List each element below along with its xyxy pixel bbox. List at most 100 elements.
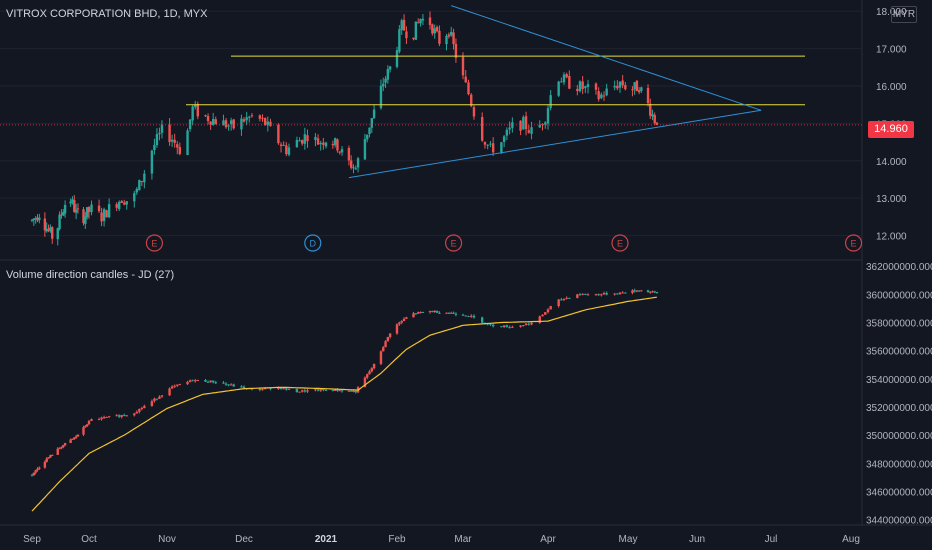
price-candle bbox=[32, 218, 36, 220]
price-candle bbox=[431, 24, 434, 34]
price-candle bbox=[618, 81, 622, 88]
volume-candle bbox=[624, 292, 627, 294]
volume-candle bbox=[578, 294, 582, 296]
volume-candle bbox=[511, 326, 514, 328]
volume-candle bbox=[557, 299, 560, 307]
price-candle bbox=[232, 119, 235, 129]
volume-candle bbox=[613, 293, 616, 295]
volume-candle bbox=[133, 413, 136, 416]
time-tick-label: Mar bbox=[454, 534, 472, 545]
volume-candle bbox=[649, 291, 652, 293]
time-tick-label: Apr bbox=[540, 534, 556, 545]
volume-candle bbox=[319, 389, 322, 391]
volume-candle bbox=[541, 314, 544, 317]
volume-candle bbox=[306, 390, 309, 392]
volume-candle bbox=[158, 396, 161, 399]
volume-candle bbox=[229, 384, 233, 386]
event-marker-label: E bbox=[451, 239, 457, 249]
volume-candle bbox=[107, 416, 111, 418]
volume-candle bbox=[560, 299, 563, 301]
price-candle bbox=[173, 139, 176, 143]
price-candle bbox=[188, 119, 192, 130]
event-marker[interactable] bbox=[145, 234, 164, 252]
event-marker[interactable] bbox=[444, 234, 463, 252]
volume-candle bbox=[597, 294, 600, 296]
volume-candle bbox=[505, 325, 509, 328]
price-candle bbox=[71, 199, 74, 202]
price-candle bbox=[97, 205, 101, 212]
volume-candle bbox=[338, 390, 341, 392]
event-marker-label: E bbox=[151, 239, 157, 249]
volume-tick-label: 354000000.000 bbox=[866, 375, 932, 386]
price-candle bbox=[222, 120, 225, 126]
price-candle bbox=[568, 75, 571, 89]
price-candle bbox=[633, 82, 636, 90]
price-candle bbox=[229, 120, 233, 125]
price-candle bbox=[597, 91, 600, 100]
event-marker[interactable] bbox=[844, 234, 863, 252]
price-candle bbox=[51, 227, 54, 239]
trend-line[interactable] bbox=[451, 5, 762, 111]
price-candle bbox=[640, 87, 643, 91]
volume-candle bbox=[445, 312, 448, 314]
price-candle bbox=[206, 115, 210, 122]
volume-tick-label: 358000000.000 bbox=[866, 319, 932, 330]
volume-candle bbox=[282, 388, 285, 390]
price-candle bbox=[500, 142, 503, 154]
time-tick-label: Dec bbox=[235, 534, 253, 545]
price-candle bbox=[135, 188, 139, 193]
event-marker-label: E bbox=[851, 239, 857, 249]
price-candle bbox=[331, 143, 335, 146]
volume-candle bbox=[316, 389, 320, 391]
price-candle bbox=[519, 120, 522, 131]
price-candle bbox=[581, 81, 584, 90]
price-candle bbox=[637, 90, 641, 93]
volume-candle bbox=[522, 325, 525, 327]
volume-candle bbox=[209, 380, 212, 383]
volume-candle bbox=[36, 468, 39, 471]
price-candle bbox=[450, 31, 453, 36]
volume-candle bbox=[637, 290, 641, 292]
price-candle bbox=[428, 17, 432, 26]
event-marker-label: D bbox=[310, 239, 317, 249]
price-candle bbox=[314, 136, 317, 141]
volume-candle bbox=[565, 297, 568, 299]
price-candle bbox=[140, 181, 144, 183]
event-marker[interactable] bbox=[304, 234, 322, 252]
volume-candle bbox=[333, 389, 337, 391]
price-candle bbox=[73, 200, 76, 212]
price-candle bbox=[322, 142, 325, 145]
currency-button[interactable]: MYR bbox=[891, 6, 917, 23]
volume-candle bbox=[402, 318, 406, 322]
volume-candle bbox=[347, 390, 351, 392]
price-candle bbox=[214, 119, 217, 125]
volume-candle bbox=[76, 434, 80, 437]
price-candle bbox=[363, 138, 367, 160]
price-candle bbox=[85, 207, 89, 218]
volume-candle bbox=[38, 467, 41, 469]
volume-candle bbox=[398, 322, 401, 325]
volume-candle bbox=[324, 389, 328, 391]
price-candle bbox=[621, 80, 624, 86]
event-marker[interactable] bbox=[611, 234, 629, 252]
volume-candle bbox=[621, 292, 624, 294]
event-marker-label: E bbox=[617, 239, 623, 249]
trend-line[interactable] bbox=[348, 109, 762, 179]
price-candle bbox=[417, 22, 420, 24]
volume-candle bbox=[51, 454, 54, 456]
volume-candle bbox=[82, 427, 85, 435]
volume-candle bbox=[120, 415, 123, 417]
price-candle bbox=[405, 31, 408, 39]
volume-candle bbox=[635, 290, 639, 292]
volume-candle bbox=[71, 438, 74, 440]
volume-candle bbox=[414, 313, 418, 315]
volume-candle bbox=[480, 317, 484, 323]
time-tick-label: Jun bbox=[689, 534, 705, 545]
price-candle bbox=[204, 115, 207, 117]
volume-candle bbox=[602, 292, 606, 295]
volume-candle bbox=[242, 386, 246, 389]
volume-candle bbox=[90, 419, 93, 421]
price-candle bbox=[400, 20, 403, 31]
price-candle bbox=[584, 86, 587, 89]
